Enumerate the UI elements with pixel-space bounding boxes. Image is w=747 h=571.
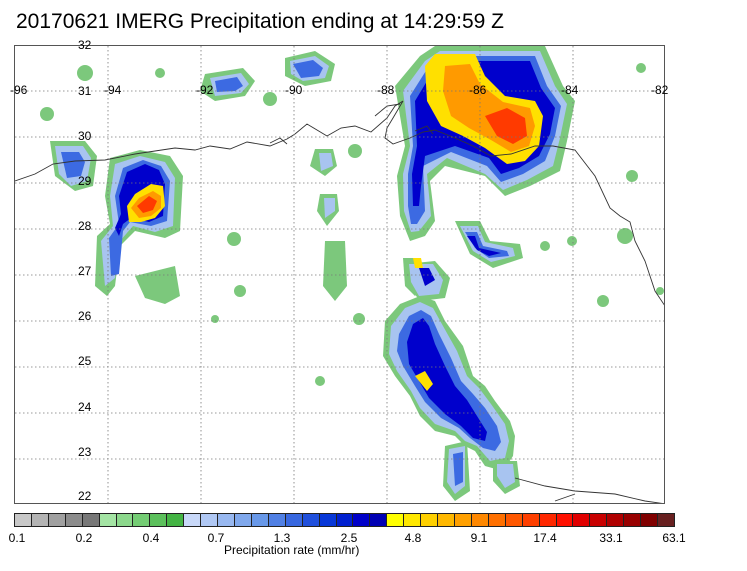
colorbar-tick-17.4: 17.4	[533, 531, 557, 545]
colorbar-swatch	[284, 513, 303, 527]
colorbar-tick-4.8: 4.8	[404, 531, 422, 545]
colorbar-swatch	[149, 513, 168, 527]
colorbar-swatch	[437, 513, 455, 527]
colorbar-swatch	[318, 513, 337, 527]
lon-label-94: -94	[104, 83, 122, 97]
lon-label-96: -96	[10, 83, 28, 97]
colorbar-swatch	[166, 513, 185, 527]
colorbar-swatch	[606, 513, 625, 527]
map-title: 20170621 IMERG Precipitation ending at 1…	[16, 10, 504, 33]
lon-label-90: -90	[285, 83, 303, 97]
colorbar-swatch	[640, 513, 659, 527]
colorbar-swatch	[301, 513, 320, 527]
coastline	[15, 100, 664, 503]
colorbar-swatch	[267, 513, 286, 527]
lat-label-32: 32	[78, 38, 92, 52]
map-canvas	[15, 46, 664, 503]
colorbar-tick-0.7: 0.7	[207, 531, 225, 545]
colorbar-tick-0.2: 0.2	[75, 531, 93, 545]
lat-label-29: 29	[78, 174, 92, 188]
lon-label-88: -88	[377, 83, 395, 97]
colorbar-swatch	[386, 513, 405, 527]
colorbar-swatch	[30, 513, 49, 527]
lat-label-22: 22	[78, 489, 92, 503]
colorbar-swatch	[589, 513, 608, 527]
lat-label-30: 30	[78, 129, 92, 143]
colorbar-swatch	[538, 513, 557, 527]
lat-label-25: 25	[78, 354, 92, 368]
lat-label-31: 31	[78, 84, 92, 98]
colorbar-swatch	[47, 513, 66, 527]
lat-label-23: 23	[78, 445, 92, 459]
lon-label-82: -82	[651, 83, 669, 97]
colorbar-swatch	[183, 513, 202, 527]
colorbar-swatch	[64, 513, 83, 527]
colorbar-tick-2.5: 2.5	[340, 531, 358, 545]
colorbar-swatch	[521, 513, 540, 527]
colorbar-swatch	[420, 513, 439, 527]
colorbar-swatch	[115, 513, 134, 527]
lat-label-27: 27	[78, 264, 92, 278]
precip-colorbar	[14, 513, 675, 527]
lon-label-84: -84	[561, 83, 579, 97]
colorbar-swatch	[217, 513, 235, 527]
colorbar-swatch	[352, 513, 371, 527]
precip-heavy-red	[137, 108, 527, 213]
precipitation-map	[14, 45, 665, 504]
colorbar-title: Precipitation rate (mm/hr)	[224, 543, 360, 557]
colorbar-swatch	[81, 513, 100, 527]
colorbar-tick-9.1: 9.1	[470, 531, 488, 545]
colorbar-swatch	[504, 513, 523, 527]
colorbar-swatch	[454, 513, 472, 527]
colorbar-swatch	[555, 513, 574, 527]
colorbar-swatch	[335, 513, 354, 527]
colorbar-tick-1.3: 1.3	[273, 531, 291, 545]
lat-label-24: 24	[78, 400, 92, 414]
colorbar-swatch	[234, 513, 252, 527]
colorbar-tick-0.4: 0.4	[142, 531, 160, 545]
colorbar-swatch	[250, 513, 269, 527]
colorbar-tick-63.1: 63.1	[662, 531, 686, 545]
colorbar-swatch	[200, 513, 219, 527]
lon-label-86: -86	[469, 83, 487, 97]
colorbar-swatch	[572, 513, 591, 527]
colorbar-swatch	[470, 513, 489, 527]
colorbar-swatch	[14, 513, 32, 527]
colorbar-swatch	[98, 513, 117, 527]
lon-label-92: -92	[196, 83, 214, 97]
colorbar-swatch	[403, 513, 422, 527]
precip-light-green	[40, 46, 664, 501]
colorbar-swatch	[657, 513, 675, 527]
colorbar-swatch	[132, 513, 151, 527]
colorbar-tick-0.1: 0.1	[8, 531, 26, 545]
graticule	[15, 46, 664, 503]
colorbar-swatch	[623, 513, 642, 527]
colorbar-tick-33.1: 33.1	[599, 531, 623, 545]
lat-label-26: 26	[78, 309, 92, 323]
colorbar-swatch	[369, 513, 388, 527]
colorbar-swatch	[487, 513, 506, 527]
lat-label-28: 28	[78, 219, 92, 233]
